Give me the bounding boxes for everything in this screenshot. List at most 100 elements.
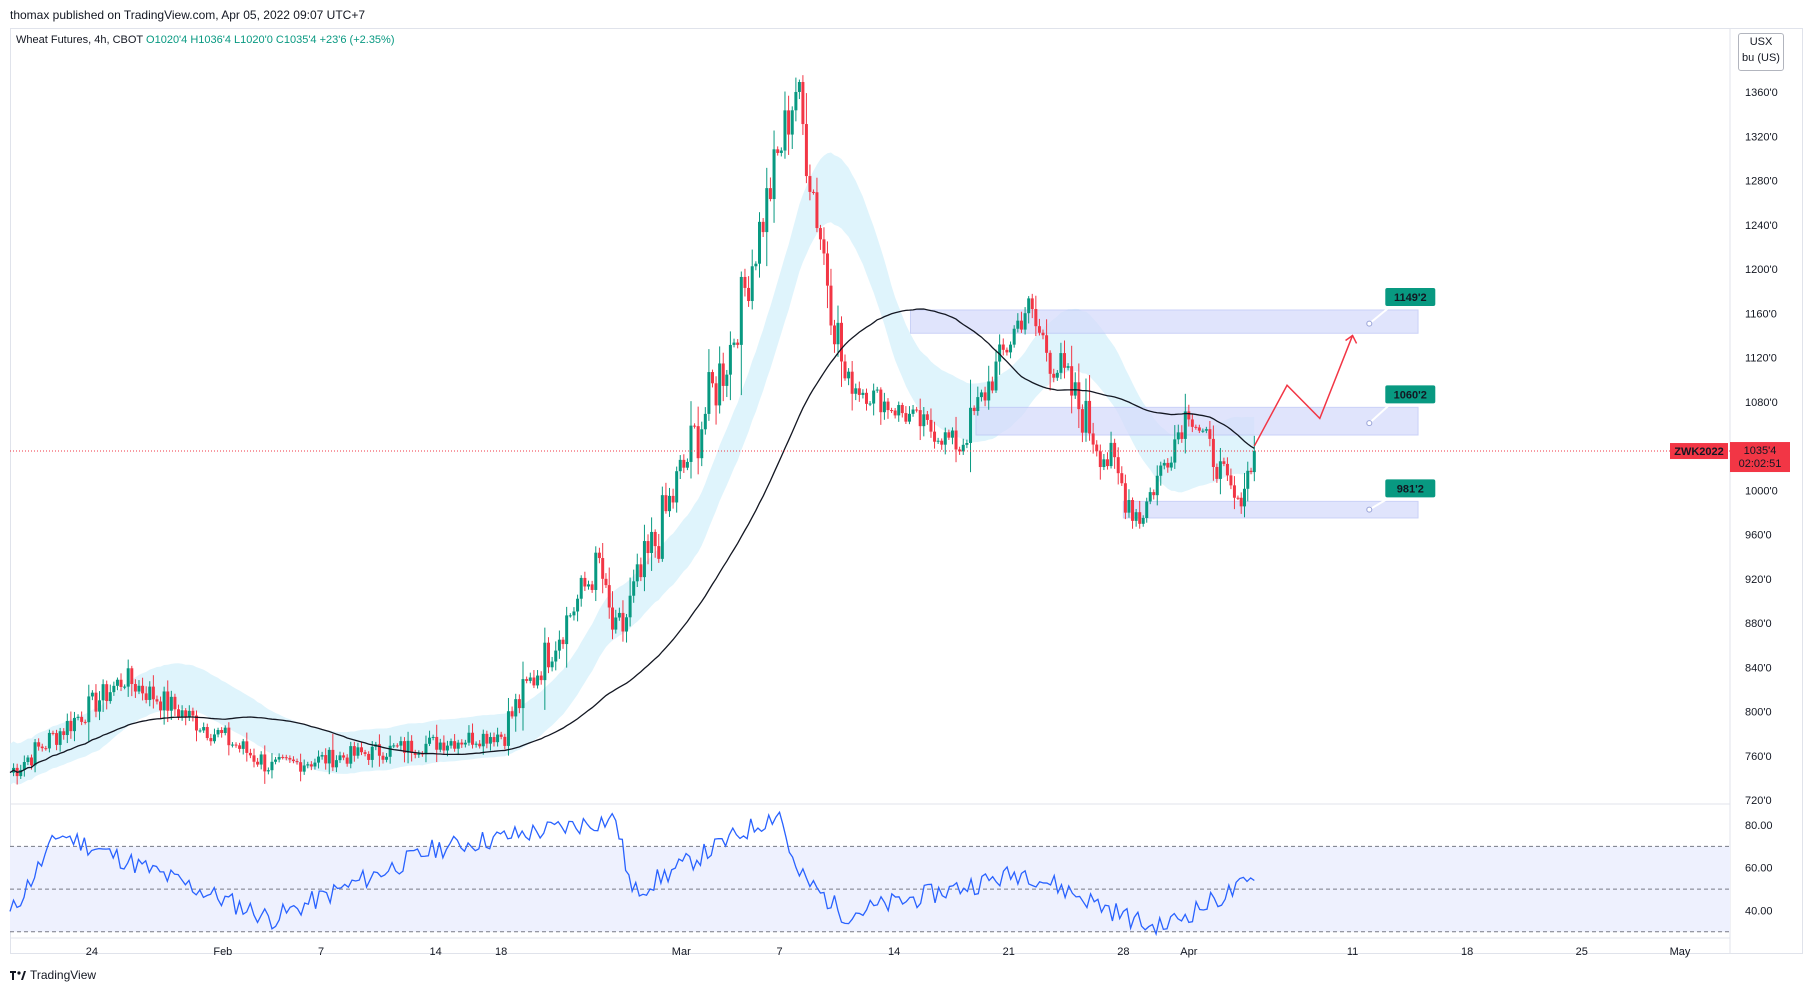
candle-body xyxy=(456,742,460,749)
candle-body xyxy=(223,727,227,734)
candle-body xyxy=(532,677,536,686)
time-tick-label: 14 xyxy=(430,946,442,958)
candle-body xyxy=(947,432,951,438)
candle-body xyxy=(148,686,152,700)
candle-body xyxy=(277,756,281,760)
candle-body xyxy=(525,679,529,681)
candle-body xyxy=(349,746,353,764)
candle-body xyxy=(925,414,929,420)
rsi-tick-label: 40.00 xyxy=(1745,905,1773,917)
candle-body xyxy=(900,405,904,414)
candle-body xyxy=(510,711,514,717)
candle-body xyxy=(601,558,605,579)
ma-band xyxy=(10,152,1255,785)
candle-body xyxy=(87,696,91,723)
candle-body xyxy=(915,409,919,411)
candle-body xyxy=(998,344,1002,362)
price-tick-label: 960'0 xyxy=(1745,530,1772,542)
candle-body xyxy=(155,699,159,702)
candle-body xyxy=(327,749,331,764)
time-tick-label: 24 xyxy=(86,946,98,958)
candle-body xyxy=(718,363,722,406)
candle-body xyxy=(721,363,725,386)
candle-body xyxy=(1055,372,1059,378)
candle-body xyxy=(496,734,500,743)
candle-body xyxy=(1095,444,1099,452)
unit-toggle[interactable]: USX bu (US) xyxy=(1738,33,1784,71)
candle-body xyxy=(1088,400,1092,434)
candle-body xyxy=(754,263,758,267)
candle-body xyxy=(449,741,453,746)
candle-body xyxy=(1009,344,1013,353)
candle-body xyxy=(1041,332,1045,336)
price-tick-label: 720'0 xyxy=(1745,795,1772,807)
candle-body xyxy=(51,732,55,734)
candle-body xyxy=(611,607,615,630)
candle-body xyxy=(632,581,636,596)
candle-body xyxy=(1027,298,1031,314)
candle-body xyxy=(274,759,278,762)
candle-body xyxy=(76,716,80,718)
candle-body xyxy=(424,743,428,755)
candle-body xyxy=(1211,438,1215,467)
candle-body xyxy=(779,150,783,153)
candle-body xyxy=(503,736,507,746)
candle-body xyxy=(1204,429,1208,431)
candle-body xyxy=(576,598,580,612)
candle-body xyxy=(653,531,657,547)
candle-body xyxy=(743,276,747,288)
zone-anchor-dot xyxy=(1366,506,1373,513)
candle-body xyxy=(808,176,812,192)
rsi-band xyxy=(10,846,1730,932)
zone-label-bg xyxy=(1385,479,1436,498)
candle-body xyxy=(245,741,249,753)
candle-body xyxy=(83,721,87,723)
candle-body xyxy=(832,325,836,345)
candle-body xyxy=(162,691,166,711)
footer-brand[interactable]: TradingView xyxy=(10,968,96,982)
candle-body xyxy=(1162,462,1166,466)
candle-body xyxy=(402,741,406,753)
candle-body xyxy=(772,149,776,200)
candle-body xyxy=(783,110,787,151)
footer-brand-label: TradingView xyxy=(30,968,97,982)
candle-body xyxy=(642,541,646,578)
candle-body xyxy=(1109,442,1113,467)
candle-body xyxy=(747,287,751,302)
candle-body xyxy=(44,748,48,750)
candle-body xyxy=(317,756,321,763)
candle-body xyxy=(194,715,198,731)
candle-body xyxy=(26,757,30,763)
candle-body xyxy=(1215,466,1219,479)
candle-body xyxy=(137,685,141,692)
zone-label: 1060'2 xyxy=(1394,389,1427,401)
candle-body xyxy=(1098,451,1102,468)
candle-body xyxy=(399,741,403,746)
candle-body xyxy=(657,546,661,559)
candle-body xyxy=(829,285,833,326)
candle-body xyxy=(739,276,743,345)
candle-body xyxy=(543,642,547,681)
candle-body xyxy=(216,730,220,735)
candle-body xyxy=(590,584,594,590)
candle-body xyxy=(678,459,682,472)
price-tick-label: 1120'0 xyxy=(1745,353,1777,365)
candle-body xyxy=(1116,457,1120,474)
candle-body xyxy=(1034,309,1038,327)
candle-body xyxy=(1048,352,1052,374)
candle-body xyxy=(621,612,625,632)
candle-body xyxy=(306,764,310,766)
zone-rect xyxy=(909,309,1419,334)
symbol-tag-bg xyxy=(1670,443,1728,460)
candle-body xyxy=(768,188,772,200)
candle-body xyxy=(1001,344,1005,350)
candle-body xyxy=(291,759,295,762)
time-tick-label: 7 xyxy=(318,946,324,958)
candle-body xyxy=(94,692,98,712)
candle-body xyxy=(438,742,442,750)
zone-rect xyxy=(975,406,1419,436)
candle-body xyxy=(554,650,558,662)
candle-body xyxy=(281,756,285,758)
candle-body xyxy=(133,684,137,692)
